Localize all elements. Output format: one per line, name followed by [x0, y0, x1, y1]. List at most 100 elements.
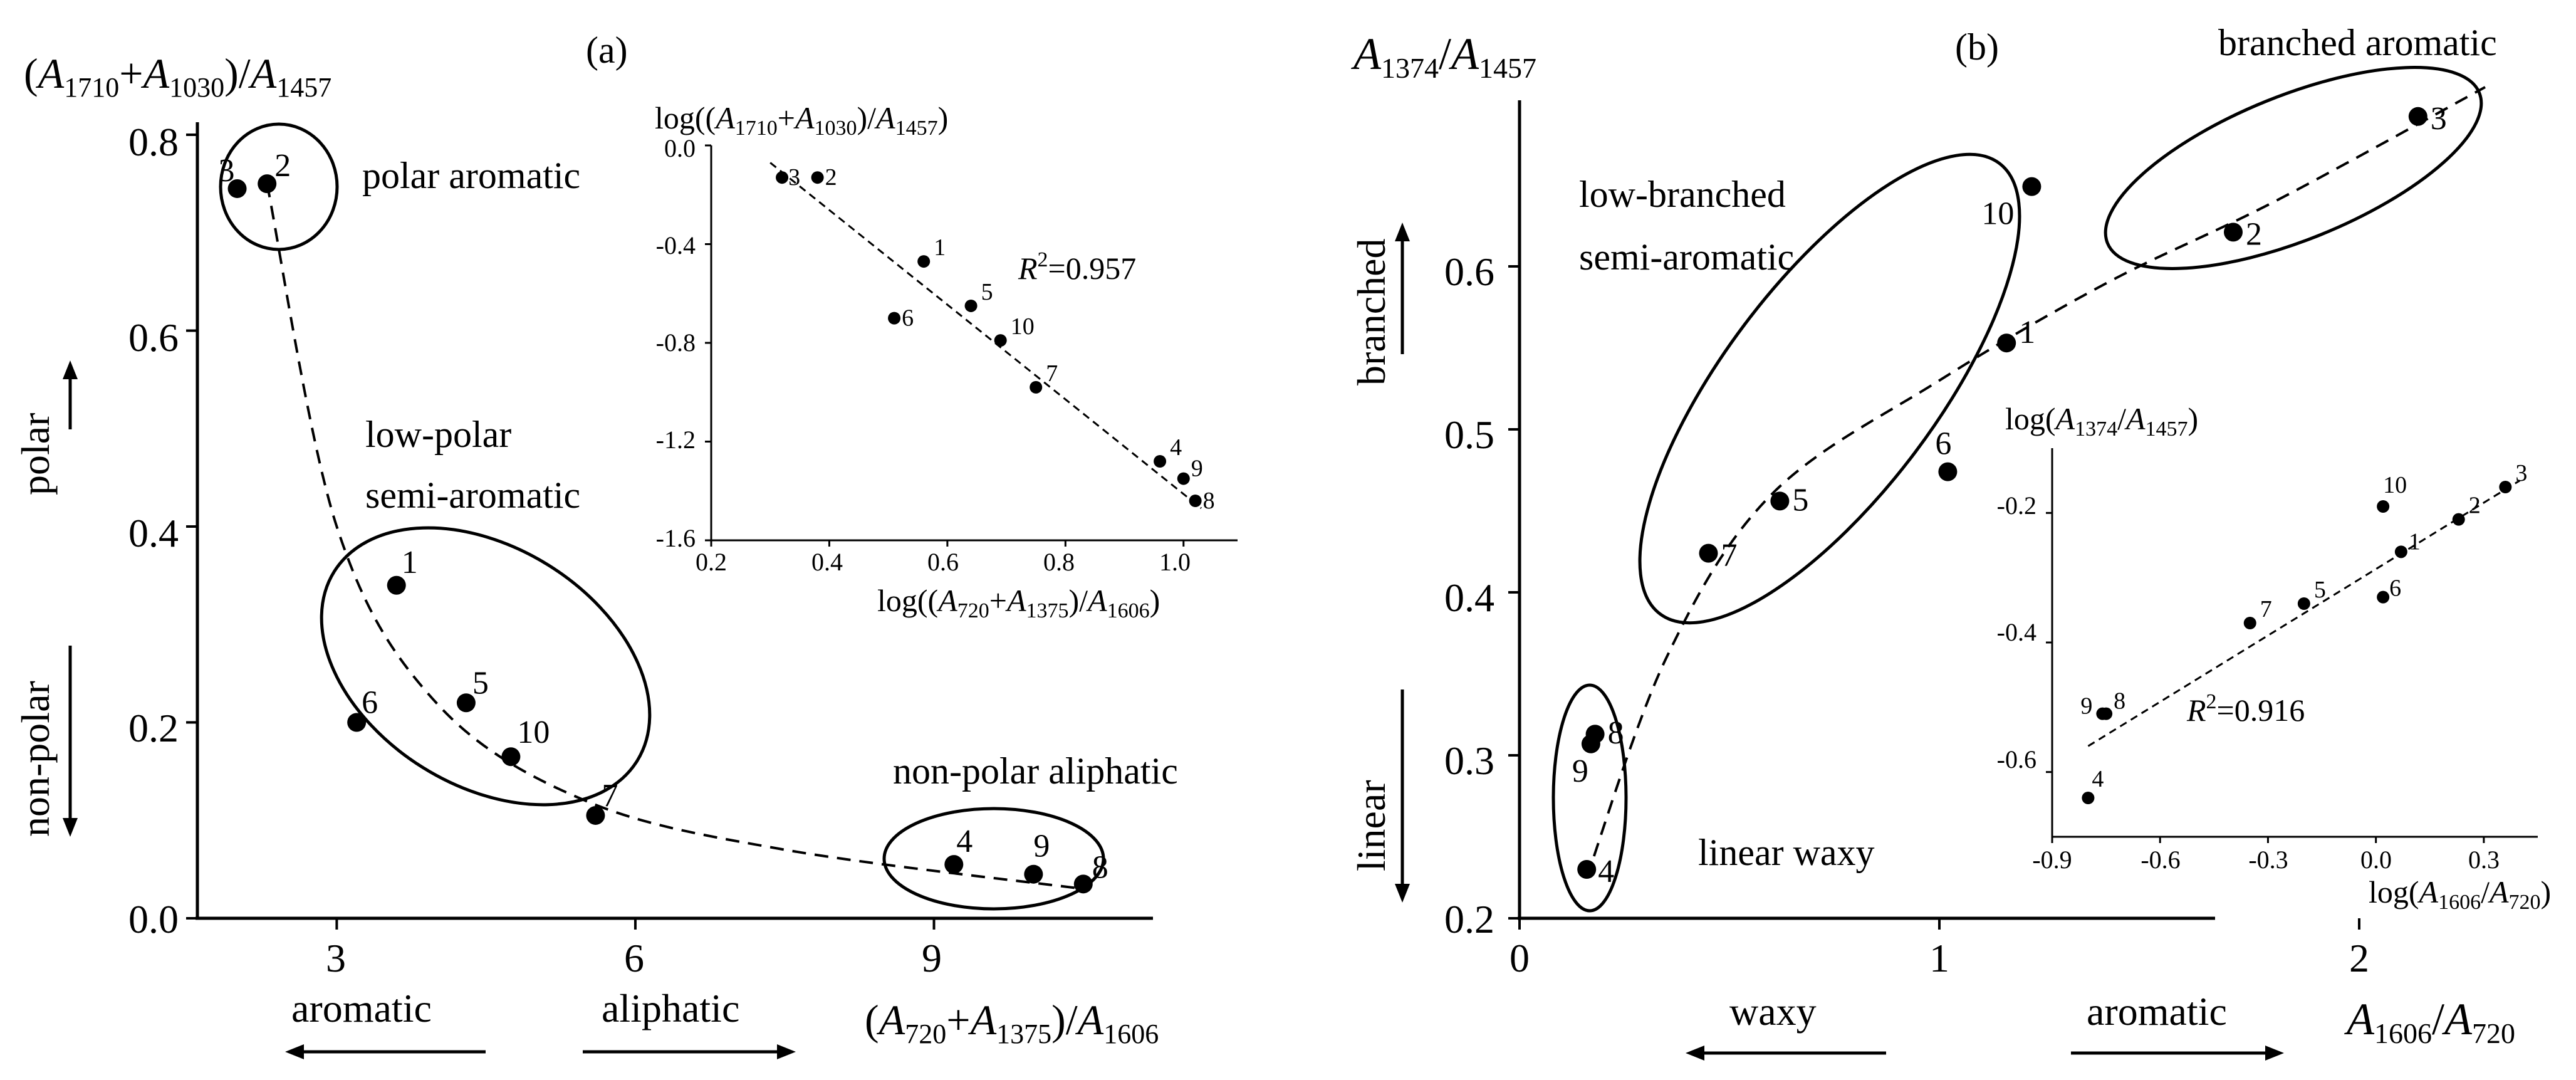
- data-point-label: 8: [1203, 488, 1215, 514]
- panel-b-arrow-branched-label: branched: [1349, 238, 1394, 385]
- panel-b-ylabel: A1374/A1457: [1351, 29, 1536, 84]
- panel-a-ytick: 0.8: [128, 120, 179, 164]
- data-point-label: 1: [402, 545, 418, 580]
- panel-a-xtick: 6: [624, 936, 644, 980]
- data-point-label: 10: [1011, 313, 1035, 340]
- data-point-label: 3: [219, 153, 235, 189]
- group-ellipse-linear-waxy: [1551, 683, 1628, 913]
- data-point: [1177, 472, 1190, 485]
- data-point: [2394, 545, 2407, 558]
- panel-a-arrow-aromatic-label: aromatic: [291, 986, 432, 1030]
- panel-a-ticks: [186, 134, 936, 930]
- inset-b-plot: 10 3 2 16 5 7 89 4: [2080, 460, 2527, 804]
- inset-a-ytick: -0.4: [656, 231, 696, 260]
- data-point: [501, 747, 521, 767]
- inset-b-xlabel: log(A1606/A720): [2369, 874, 2551, 914]
- inset-b-ytick: -0.2: [1997, 491, 2036, 520]
- group-label-low-branched-2: semi-aromatic: [1579, 236, 1794, 278]
- panel-b-ytick: 0.2: [1444, 897, 1494, 941]
- panel-b-label: (b): [1955, 26, 1999, 68]
- inset-b-ticks: [2046, 511, 2485, 843]
- group-label-low-polar: low-polar: [365, 414, 511, 455]
- data-point-label: 6: [902, 305, 914, 332]
- data-point-label: 5: [472, 665, 489, 701]
- arrowhead-icon: [2265, 1046, 2284, 1061]
- inset-a-xtick: 0.4: [811, 548, 843, 576]
- data-point-label: 4: [1170, 434, 1182, 461]
- data-point-label: 9: [1572, 753, 1588, 789]
- panel-b-ytick: 0.4: [1444, 575, 1494, 620]
- data-point: [1024, 864, 1043, 884]
- data-point-label: 9: [2080, 693, 2092, 720]
- inset-a-ytick: 0.0: [664, 134, 696, 162]
- inset-a-ylabel: log((A1710+A1030)/A1457): [655, 100, 948, 140]
- panel-b-xtick: 0: [1510, 936, 1530, 980]
- panel-a-ylabel: (A1710+A1030)/A1457: [24, 50, 331, 103]
- data-point: [586, 805, 605, 825]
- inset-a-xtick: 0.8: [1043, 548, 1075, 576]
- data-point-label: 6: [2389, 575, 2401, 602]
- group-ellipse-branched-aromatic: [2104, 66, 2483, 270]
- data-point: [2022, 177, 2042, 196]
- data-point: [1938, 462, 1958, 481]
- group-ellipse-low-polar: [320, 526, 652, 807]
- data-point: [2452, 513, 2465, 526]
- data-point-label: 2: [274, 148, 291, 184]
- inset-a-ytick: -1.2: [656, 426, 696, 454]
- data-point-label: 9: [1033, 829, 1050, 864]
- panel-b-ticks: [1508, 265, 2360, 930]
- data-point: [888, 312, 901, 325]
- data-point: [2377, 590, 2390, 604]
- group-ellipse-polar-aromatic: [219, 122, 339, 251]
- panel-a-arrow-aliphatic-label: aliphatic: [602, 986, 739, 1030]
- data-point: [1699, 543, 1718, 563]
- fit-line: [769, 162, 1202, 509]
- arrowhead-icon: [1686, 1046, 1704, 1061]
- data-point: [347, 713, 367, 732]
- data-point-label: 3: [2431, 101, 2447, 137]
- inset-b-xtick: -0.9: [2032, 846, 2072, 874]
- arrowhead-icon: [1395, 223, 1410, 241]
- inset-a-xtick: 0.2: [696, 548, 727, 576]
- trend-curve: [266, 183, 1084, 891]
- data-point-label: 10: [1981, 196, 2014, 232]
- panel-b-inset: log(A1374/A1457) -0.2 -0.4 -0.6 -0.9 -0.…: [1997, 401, 2552, 914]
- panel-a-inset: log((A1710+A1030)/A1457) 0.0 -0.4 -0.8 -…: [655, 100, 1238, 622]
- data-point-label: 2: [825, 164, 837, 191]
- inset-a-ytick: -0.8: [656, 328, 696, 357]
- data-point: [1189, 495, 1202, 507]
- inset-b-xtick: -0.6: [2141, 846, 2180, 874]
- data-point: [2096, 707, 2109, 720]
- data-point-label: 7: [2260, 596, 2272, 622]
- data-point: [2499, 481, 2512, 493]
- inset-a-xtick: 0.6: [927, 548, 959, 576]
- group-label-low-polar-2: semi-aromatic: [365, 474, 580, 516]
- data-point-label: 1: [2019, 315, 2035, 350]
- data-point: [944, 855, 964, 874]
- panel-a-xtick: 9: [922, 936, 942, 980]
- panel-a-ytick: 0.0: [128, 897, 179, 941]
- data-point: [1770, 491, 1790, 511]
- trend-curve: [1585, 86, 2486, 878]
- arrowhead-icon: [285, 1044, 304, 1059]
- inset-a-ticks: [705, 144, 1185, 547]
- data-point: [994, 334, 1007, 347]
- data-point-label: 5: [1792, 482, 1808, 518]
- data-point: [1577, 860, 1597, 879]
- group-label-linear-waxy: linear waxy: [1698, 832, 1875, 873]
- data-point: [2377, 500, 2390, 513]
- fit-line: [2087, 480, 2521, 747]
- panel-a-ytick: 0.2: [128, 706, 179, 750]
- data-point: [1073, 874, 1093, 894]
- group-label-polar-aromatic: polar aromatic: [362, 155, 580, 196]
- data-point-label: 7: [602, 778, 618, 814]
- inset-a-r2: R2=0.957: [1018, 248, 1136, 286]
- data-point: [456, 693, 476, 713]
- data-point-label: 8: [2114, 688, 2125, 715]
- arrowhead-icon: [1395, 884, 1410, 903]
- panel-a-xlabel: (A720+A1375)/A1606: [865, 996, 1159, 1049]
- inset-b-xtick: 0.0: [2360, 846, 2392, 874]
- data-point-label: 10: [517, 715, 550, 750]
- arrowhead-icon: [63, 818, 78, 837]
